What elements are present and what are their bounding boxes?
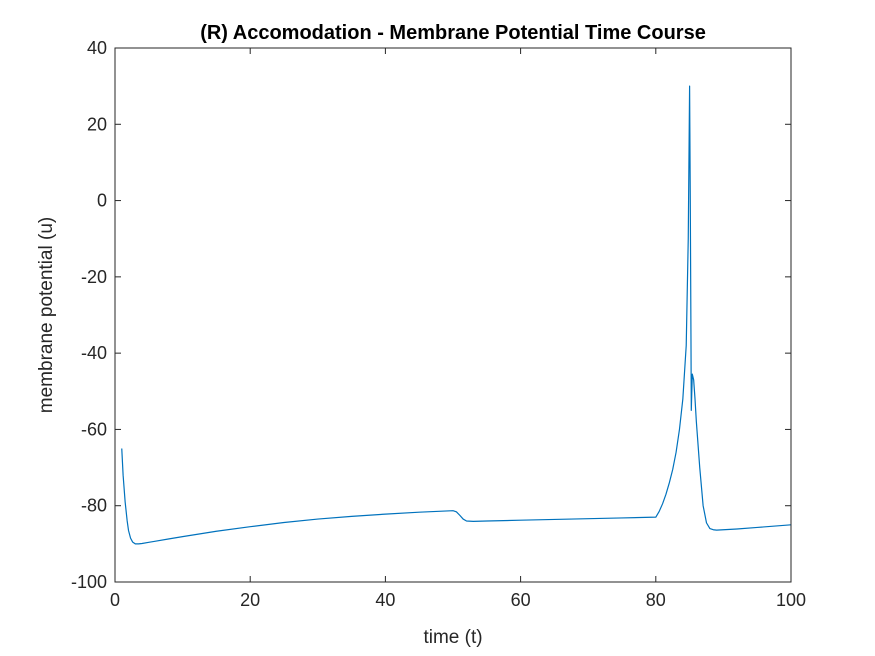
y-axis-label: membrane potential (u): [36, 217, 57, 413]
y-tick-label: 0: [97, 191, 107, 211]
y-tick-label: -20: [81, 267, 107, 287]
chart-title: (R) Accomodation - Membrane Potential Ti…: [200, 22, 706, 44]
x-tick-label: 40: [375, 590, 395, 610]
y-tick-label: -60: [81, 419, 107, 439]
x-tick-label: 60: [511, 590, 531, 610]
x-tick-label: 0: [110, 590, 120, 610]
series-line-1: [121, 85, 792, 545]
x-tick-label: 20: [240, 590, 260, 610]
y-tick-label: -40: [81, 343, 107, 363]
y-tick-label: 40: [87, 38, 107, 58]
plot-area: [115, 48, 791, 582]
x-tick-label: 80: [646, 590, 666, 610]
y-tick-label: -80: [81, 496, 107, 516]
y-tick-label: -100: [71, 572, 107, 592]
y-tick-label: 20: [87, 114, 107, 134]
x-tick-label: 100: [776, 590, 806, 610]
tick-layer: 0 20 40 60 80 100 -100 -80 -60 -40 -20 0 20 40: [71, 38, 806, 610]
axes-box: [114, 47, 792, 583]
x-axis-label: time (t): [423, 627, 482, 648]
series-layer: [121, 85, 792, 545]
